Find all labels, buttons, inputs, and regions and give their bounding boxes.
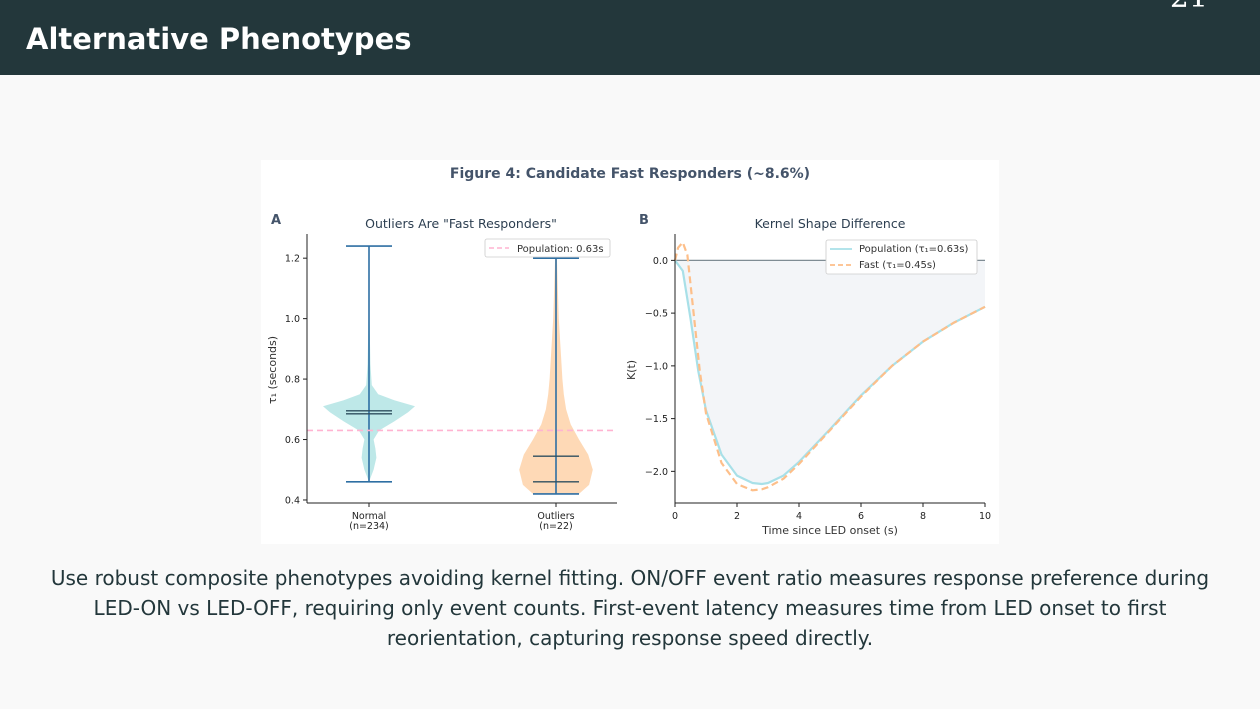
y-tick-label-b: −0.5 (645, 309, 668, 320)
y-tick-label-a: 0.8 (285, 375, 300, 386)
panel-a-label: A (271, 213, 281, 228)
panel-a-title: Outliers Are "Fast Responders" (365, 216, 557, 231)
page-number: 21 (1170, 0, 1208, 15)
figure-title: Figure 4: Candidate Fast Responders (~8.… (450, 166, 810, 182)
panel-b-xlabel: Time since LED onset (s) (761, 524, 898, 537)
panel-b-ylabel: K(t) (625, 360, 638, 380)
x-tick-label-b: 8 (920, 511, 926, 522)
slide-caption: Use robust composite phenotypes avoiding… (50, 566, 1210, 650)
violin-plot: Normal(n=234) Outliers(n=22) 0.4 0.6 0.8 1.0 1… (285, 234, 617, 532)
y-tick-label-b: 0.0 (653, 256, 668, 267)
x-tick-label-b: 2 (734, 511, 740, 522)
legend-a: Population: 0.63s (484, 238, 611, 258)
slide-title: Alternative Phenotypes (26, 22, 412, 56)
y-tick-label-b: −2.0 (645, 467, 668, 478)
y-tick-label-b: −1.5 (645, 414, 668, 425)
y-tick-label-a: 0.4 (285, 495, 300, 506)
x-tick-count-normal: (n=234) (349, 521, 389, 532)
x-tick-count-outliers: (n=22) (539, 521, 572, 532)
panel-b-label: B (639, 213, 649, 228)
x-tick-label-b: 6 (858, 511, 864, 522)
kernel-line-plot: 0 2 4 6 8 10 0.0 −0.5 −1.0 −1.5 −2.0 (645, 234, 991, 522)
y-tick-label-a: 0.6 (285, 435, 300, 446)
x-tick-label-b: 10 (979, 511, 991, 522)
panel-a-ylabel: τ₁ (seconds) (266, 336, 279, 404)
legend-a-population: Population: 0.63s (517, 244, 604, 255)
figure: Figure 4: Candidate Fast Responders (~8.… (261, 160, 999, 544)
x-tick-label-b: 4 (796, 511, 802, 522)
panel-b-title: Kernel Shape Difference (755, 216, 906, 231)
x-tick-label-outliers: Outliers (537, 511, 574, 522)
y-tick-label-b: −1.0 (645, 361, 668, 372)
figure-svg: Figure 4: Candidate Fast Responders (~8.… (266, 166, 991, 537)
x-tick-label-b: 0 (672, 511, 678, 522)
difference-area (675, 260, 985, 484)
series-line-fast (673, 241, 986, 492)
legend-b-fast: Fast (τ₁=0.45s) (859, 260, 936, 271)
slide-header: Alternative Phenotypes 21 (0, 0, 1260, 75)
y-tick-label-a: 1.0 (285, 314, 300, 325)
x-tick-label-normal: Normal (352, 511, 386, 522)
legend-b-population: Population (τ₁=0.63s) (859, 244, 969, 255)
legend-b: Population (τ₁=0.63s) Fast (τ₁=0.45s) (825, 239, 978, 275)
y-tick-label-a: 1.2 (285, 254, 300, 265)
